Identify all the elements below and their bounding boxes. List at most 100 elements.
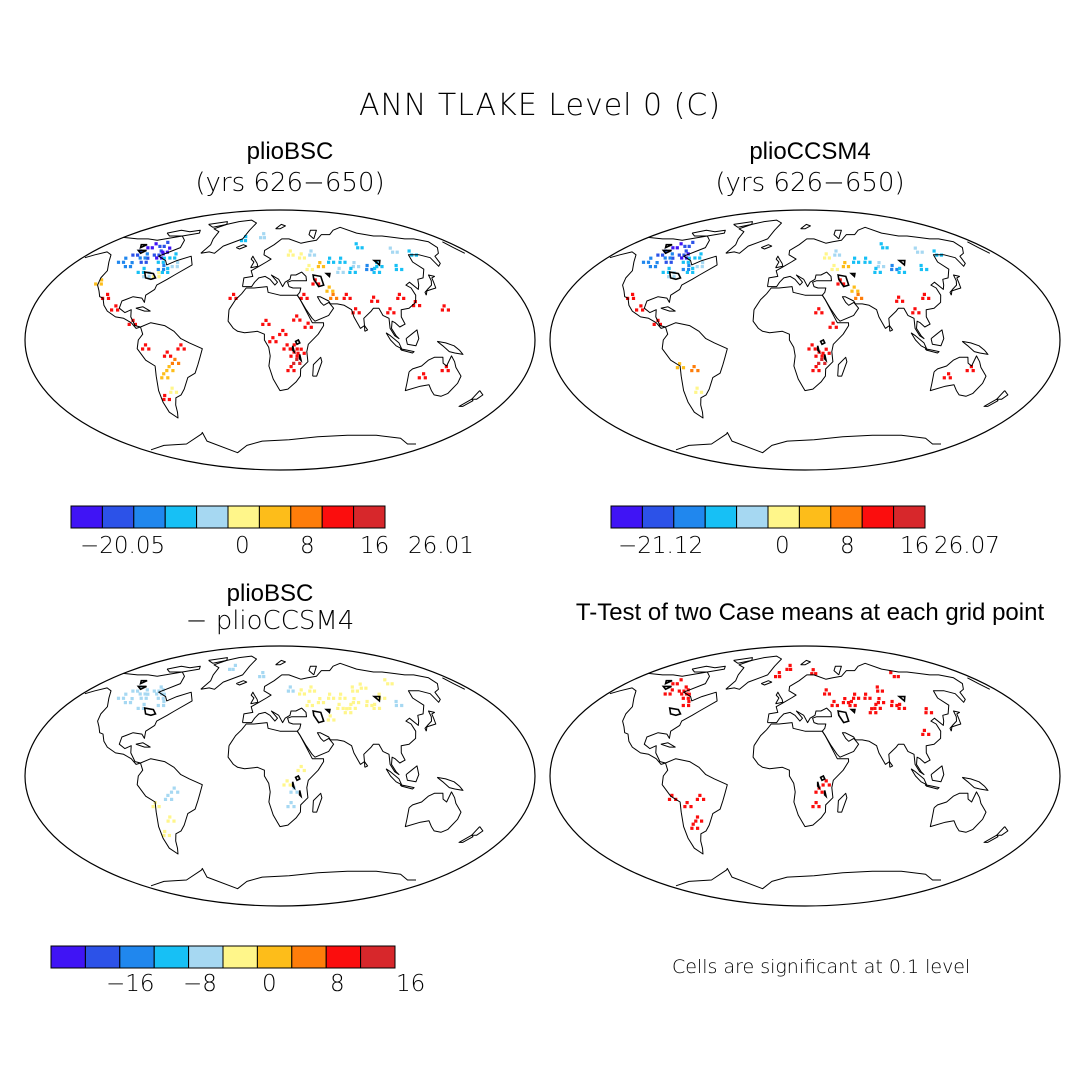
- coastline: [458, 398, 474, 407]
- grid-cell: [392, 311, 396, 315]
- grid-cell: [824, 347, 828, 351]
- grid-cell: [336, 706, 340, 710]
- grid-cell: [295, 354, 299, 358]
- coastline: [405, 765, 420, 783]
- coastline: [364, 325, 369, 332]
- coastline: [135, 742, 151, 748]
- grid-cell: [681, 267, 685, 272]
- grid-cell: [817, 307, 821, 311]
- grid-cell: [299, 252, 303, 256]
- grid-cell: [873, 270, 877, 274]
- grid-cell: [696, 369, 700, 373]
- grid-cell: [131, 253, 135, 257]
- grid-cell: [303, 325, 307, 329]
- grid-cell: [327, 260, 331, 264]
- grid-cell: [683, 244, 687, 248]
- grid-cell: [882, 265, 886, 269]
- grid-cell: [372, 270, 376, 274]
- grid-cell: [694, 819, 698, 823]
- grid-cell: [682, 689, 686, 693]
- grid-cell: [641, 260, 646, 264]
- grid-cell: [670, 688, 674, 692]
- grid-cell: [348, 296, 352, 300]
- grid-cell: [810, 672, 814, 676]
- grid-cell: [699, 252, 703, 256]
- grid-cell: [142, 266, 146, 270]
- grid-cell: [348, 270, 352, 274]
- grid-cell: [631, 296, 636, 300]
- grid-cell: [316, 265, 320, 269]
- grid-cell: [284, 332, 288, 337]
- colorbar-1-labels: −20.05 0 8 16 26.01: [70, 533, 490, 563]
- grid-cell: [671, 246, 675, 250]
- lake-outline: [819, 774, 826, 782]
- grid-cell: [352, 261, 356, 265]
- grid-cell: [890, 699, 894, 704]
- grid-cell: [233, 663, 237, 667]
- grid-cell: [305, 267, 309, 272]
- grid-cell: [174, 252, 178, 256]
- grid-cell: [171, 369, 175, 373]
- grid-cell: [338, 696, 342, 700]
- grid-cell: [774, 675, 778, 679]
- grid-cell: [849, 699, 853, 704]
- grid-cell: [151, 805, 155, 809]
- panel-2-subtitle: (yrs 626−650): [715, 168, 905, 198]
- grid-cell: [292, 343, 296, 347]
- colorbar-swatch: [610, 505, 643, 529]
- grid-cell: [820, 790, 824, 794]
- colorbar-swatch: [164, 505, 198, 529]
- grid-cell: [172, 819, 176, 823]
- grid-cell: [310, 267, 314, 272]
- grid-cell: [667, 266, 671, 270]
- lake-outline: [823, 790, 828, 799]
- grid-cell: [170, 361, 174, 365]
- coastline: [436, 776, 464, 791]
- grid-cell: [365, 703, 369, 708]
- grid-cell: [687, 699, 691, 704]
- colorbar-swatch: [736, 505, 769, 529]
- grid-cell: [929, 711, 934, 715]
- grid-cell: [298, 318, 302, 322]
- grid-cell: [168, 256, 172, 260]
- grid-cell: [147, 275, 151, 279]
- grid-cell: [143, 343, 148, 347]
- grid-cell: [890, 267, 894, 272]
- grid-cell: [337, 702, 341, 706]
- grid-cell: [328, 256, 332, 260]
- grid-cell: [901, 299, 905, 303]
- colorbar-2-label: 16: [900, 533, 930, 559]
- grid-cell: [337, 266, 341, 270]
- grid-cell: [325, 289, 329, 293]
- grid-cell: [814, 354, 818, 358]
- grid-cell: [351, 701, 355, 705]
- colorbar-swatch: [290, 505, 323, 529]
- coastline: [312, 356, 323, 377]
- grid-cell: [394, 703, 398, 708]
- colorbar-2-label: 26.07: [934, 533, 1000, 559]
- grid-cell: [686, 260, 690, 264]
- grid-cell: [349, 266, 353, 270]
- grid-cell: [161, 696, 165, 700]
- grid-cell: [292, 369, 296, 373]
- grid-cell: [857, 696, 861, 700]
- grid-cell: [691, 266, 695, 270]
- grid-cell: [365, 267, 369, 272]
- grid-cell: [292, 318, 296, 322]
- coastline: [924, 348, 940, 354]
- coastline: [983, 834, 999, 843]
- grid-cell: [919, 263, 923, 268]
- grid-cell: [142, 702, 146, 706]
- lake-outline: [661, 249, 672, 255]
- lake-outline: [139, 679, 148, 685]
- lake-outline: [291, 345, 296, 355]
- grid-cell: [332, 260, 336, 264]
- grid-cell: [358, 682, 362, 686]
- grid-cell: [681, 696, 685, 700]
- map-panel-4: [549, 645, 1061, 907]
- lake-outline: [139, 243, 148, 249]
- grid-cell: [258, 675, 262, 679]
- coastline: [250, 691, 259, 705]
- grid-cell: [843, 697, 847, 701]
- grid-cell: [155, 692, 159, 696]
